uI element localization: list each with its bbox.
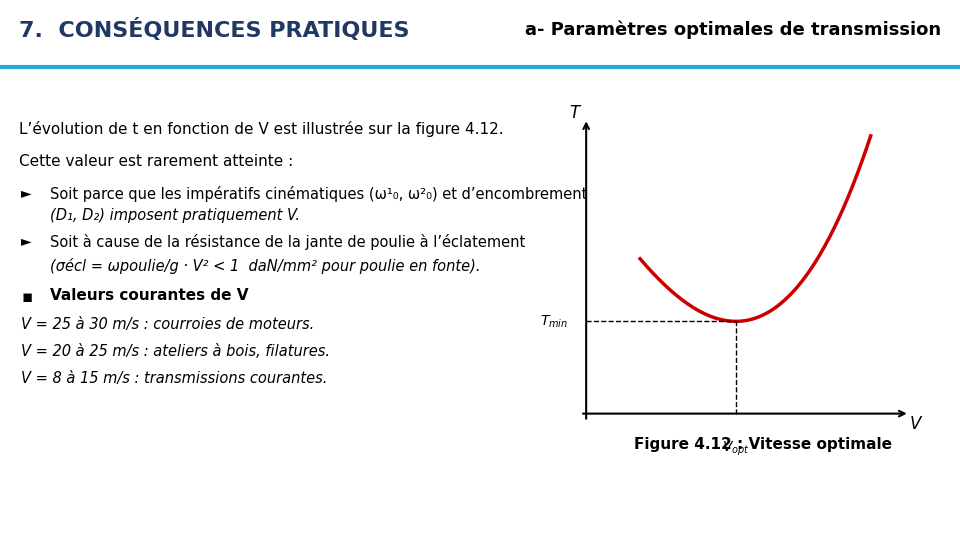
Text: Soit à cause de la résistance de la jante de poulie à l’éclatement: Soit à cause de la résistance de la jant… — [50, 234, 525, 251]
Text: 24: 24 — [925, 509, 941, 522]
Text: V: V — [910, 415, 922, 433]
Text: ►: ► — [21, 234, 32, 248]
Text: 4/29/2020: 4/29/2020 — [19, 509, 84, 522]
Text: ▪: ▪ — [21, 288, 33, 306]
Text: V = 25 à 30 m/s : courroies de moteurs.: V = 25 à 30 m/s : courroies de moteurs. — [21, 316, 314, 332]
Text: Figure 4.12 : Vitesse optimale: Figure 4.12 : Vitesse optimale — [635, 437, 892, 451]
Text: (σécl = ωpoulie/g · V² < 1  daN/mm² pour poulie en fonte).: (σécl = ωpoulie/g · V² < 1 daN/mm² pour … — [50, 258, 480, 274]
Text: V = 20 à 25 m/s : ateliers à bois, filatures.: V = 20 à 25 m/s : ateliers à bois, filat… — [21, 344, 330, 359]
Text: Soit parce que les impératifs cinématiques (ω¹₀, ω²₀) et d’encombrement: Soit parce que les impératifs cinématiqu… — [50, 186, 588, 202]
Text: (D₁, D₂) imposent pratiquement V.: (D₁, D₂) imposent pratiquement V. — [50, 208, 300, 224]
Text: $T_{min}$: $T_{min}$ — [540, 313, 568, 329]
Text: ►: ► — [21, 186, 32, 200]
Text: 7.  CONSÉQUENCES PRATIQUES: 7. CONSÉQUENCES PRATIQUES — [19, 18, 410, 41]
Text: $V_{opt}$: $V_{opt}$ — [722, 440, 750, 458]
Text: Cette valeur est rarement atteinte :: Cette valeur est rarement atteinte : — [19, 154, 294, 170]
Text: TRANSMISSION PAR LIENS FLEXIBLES : LES COURROIES: TRANSMISSION PAR LIENS FLEXIBLES : LES C… — [307, 509, 653, 522]
Text: L’évolution de t en fonction de V est illustrée sur la figure 4.12.: L’évolution de t en fonction de V est il… — [19, 121, 504, 137]
Text: V = 8 à 15 m/s : transmissions courantes.: V = 8 à 15 m/s : transmissions courantes… — [21, 372, 327, 386]
Text: T: T — [569, 104, 579, 122]
Text: Valeurs courantes de V: Valeurs courantes de V — [50, 288, 249, 303]
Text: a- Paramètres optimales de transmission: a- Paramètres optimales de transmission — [525, 20, 941, 39]
